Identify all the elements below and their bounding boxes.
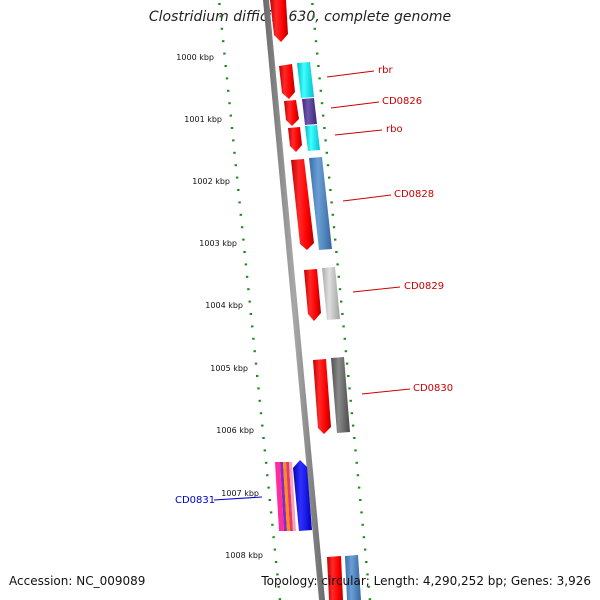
gene-cd0830-cog[interactable] bbox=[331, 357, 350, 433]
gene-bottom-partial-steel[interactable] bbox=[345, 555, 361, 600]
gene-cd0826-arrow[interactable] bbox=[284, 100, 299, 126]
ruler-label-1007: 1007 kbp bbox=[221, 489, 259, 498]
callout-cd0828 bbox=[342, 194, 392, 202]
gene-label-cd0830[interactable]: CD0830 bbox=[413, 383, 453, 394]
gene-cd0831-cog[interactable] bbox=[275, 462, 296, 531]
ruler-label-1002: 1002 kbp bbox=[192, 177, 230, 186]
gene-label-cd0826[interactable]: CD0826 bbox=[382, 96, 422, 107]
gene-cd0831-arrow[interactable] bbox=[293, 460, 312, 531]
callout-rbo bbox=[334, 129, 383, 136]
ruler-label-1006: 1006 kbp bbox=[216, 426, 254, 435]
gene-label-cd0828[interactable]: CD0828 bbox=[394, 189, 434, 200]
callout-rbr bbox=[326, 70, 375, 78]
gene-bottom-partial-red[interactable] bbox=[327, 556, 343, 600]
gene-label-rbo[interactable]: rbo bbox=[386, 124, 403, 135]
gene-label-cd0831[interactable]: CD0831 bbox=[175, 495, 215, 506]
gene-label-cd0829[interactable]: CD0829 bbox=[404, 281, 444, 292]
gene-cd0828-cog[interactable] bbox=[309, 157, 332, 250]
ruler-ticks bbox=[218, 3, 372, 600]
gene-cd0829-arrow[interactable] bbox=[304, 269, 321, 321]
gene-rbo-arrow[interactable] bbox=[288, 127, 302, 152]
genome-summary-text: Topology: circular; Length: 4,290,252 bp… bbox=[261, 574, 591, 588]
gene-rbr-cog[interactable] bbox=[297, 62, 314, 98]
gene-cd0829-cog[interactable] bbox=[322, 267, 340, 320]
gene-cd0830-arrow[interactable] bbox=[313, 359, 331, 434]
gene-rbr-arrow[interactable] bbox=[279, 64, 295, 99]
gene-cd0826-cog[interactable] bbox=[302, 98, 317, 125]
genome-backbone bbox=[263, 0, 325, 600]
callout-cd0829 bbox=[352, 286, 401, 293]
ruler-label-1004: 1004 kbp bbox=[205, 301, 243, 310]
gene-rbo-cog[interactable] bbox=[305, 125, 320, 151]
ruler-label-1008: 1008 kbp bbox=[225, 551, 263, 560]
gene-cd0828-arrow[interactable] bbox=[291, 159, 314, 250]
ruler-label-1003: 1003 kbp bbox=[199, 239, 237, 248]
gene-top-partial[interactable] bbox=[270, 0, 288, 42]
callout-cd0826 bbox=[330, 101, 380, 109]
ruler-label-1001: 1001 kbp bbox=[184, 115, 222, 124]
gene-label-rbr[interactable]: rbr bbox=[378, 65, 393, 76]
ruler-label-1000: 1000 kbp bbox=[176, 53, 214, 62]
accession-text: Accession: NC_009089 bbox=[9, 574, 146, 588]
callout-cd0831 bbox=[213, 496, 263, 501]
ruler-label-1005: 1005 kbp bbox=[210, 364, 248, 373]
callout-cd0830 bbox=[361, 388, 411, 395]
map-title: Clostridium difficile 630, complete geno… bbox=[148, 9, 452, 25]
